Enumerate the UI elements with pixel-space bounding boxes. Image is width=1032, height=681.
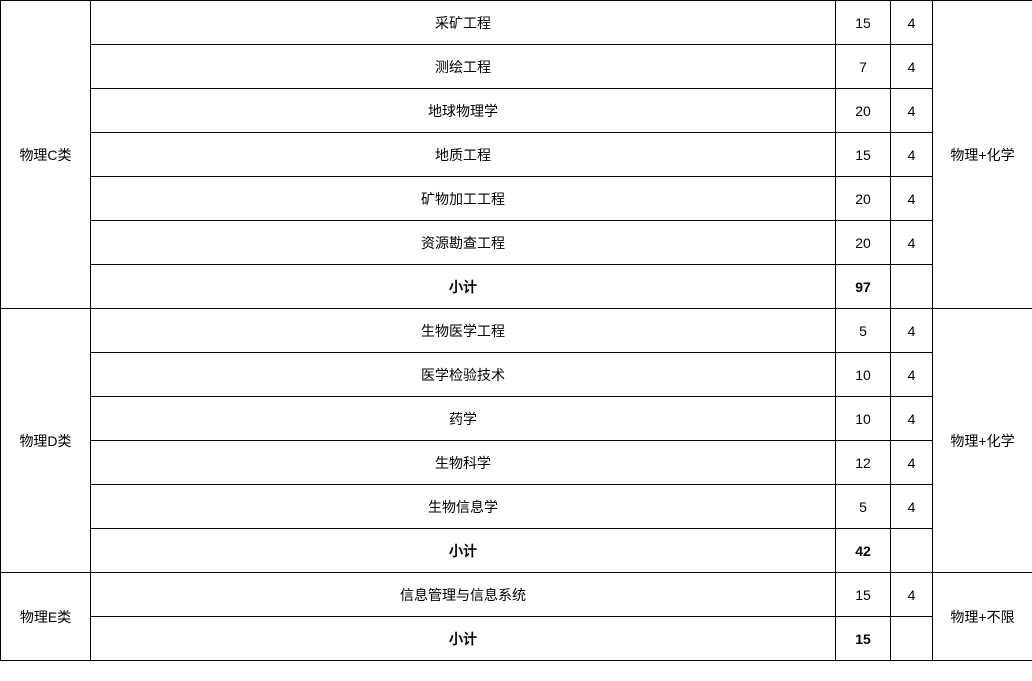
- subtotal-label-cell: 小计: [91, 265, 836, 309]
- category-cell: 物理E类: [1, 573, 91, 661]
- subtotal-label-cell: 小计: [91, 617, 836, 661]
- count-cell: 15: [836, 573, 891, 617]
- subtotal-empty-cell: [891, 265, 933, 309]
- duration-cell: 4: [891, 177, 933, 221]
- major-cell: 资源勘查工程: [91, 221, 836, 265]
- count-cell: 15: [836, 1, 891, 45]
- subtotal-row: 小计97: [1, 265, 1032, 309]
- table-row: 资源勘查工程204: [1, 221, 1032, 265]
- count-cell: 20: [836, 177, 891, 221]
- subtotal-count-cell: 15: [836, 617, 891, 661]
- major-cell: 信息管理与信息系统: [91, 573, 836, 617]
- major-cell: 测绘工程: [91, 45, 836, 89]
- subtotal-row: 小计42: [1, 529, 1032, 573]
- count-cell: 20: [836, 89, 891, 133]
- enrollment-table: 物理C类采矿工程154物理+化学测绘工程74地球物理学204地质工程154矿物加…: [0, 0, 1032, 661]
- major-cell: 地质工程: [91, 133, 836, 177]
- table-row: 物理E类信息管理与信息系统154物理+不限: [1, 573, 1032, 617]
- table-row: 测绘工程74: [1, 45, 1032, 89]
- duration-cell: 4: [891, 441, 933, 485]
- duration-cell: 4: [891, 353, 933, 397]
- duration-cell: 4: [891, 89, 933, 133]
- duration-cell: 4: [891, 45, 933, 89]
- requirement-cell: 物理+化学: [933, 309, 1032, 573]
- duration-cell: 4: [891, 573, 933, 617]
- count-cell: 15: [836, 133, 891, 177]
- table-row: 矿物加工工程204: [1, 177, 1032, 221]
- subtotal-empty-cell: [891, 529, 933, 573]
- major-cell: 医学检验技术: [91, 353, 836, 397]
- major-cell: 生物医学工程: [91, 309, 836, 353]
- requirement-cell: 物理+不限: [933, 573, 1032, 661]
- table-row: 地质工程154: [1, 133, 1032, 177]
- duration-cell: 4: [891, 397, 933, 441]
- count-cell: 10: [836, 397, 891, 441]
- subtotal-count-cell: 97: [836, 265, 891, 309]
- count-cell: 20: [836, 221, 891, 265]
- duration-cell: 4: [891, 485, 933, 529]
- subtotal-empty-cell: [891, 617, 933, 661]
- count-cell: 5: [836, 485, 891, 529]
- major-cell: 地球物理学: [91, 89, 836, 133]
- subtotal-row: 小计15: [1, 617, 1032, 661]
- table-row: 生物科学124: [1, 441, 1032, 485]
- count-cell: 10: [836, 353, 891, 397]
- table-row: 物理C类采矿工程154物理+化学: [1, 1, 1032, 45]
- count-cell: 12: [836, 441, 891, 485]
- count-cell: 7: [836, 45, 891, 89]
- table-row: 物理D类生物医学工程54物理+化学: [1, 309, 1032, 353]
- requirement-cell: 物理+化学: [933, 1, 1032, 309]
- table-row: 医学检验技术104: [1, 353, 1032, 397]
- major-cell: 采矿工程: [91, 1, 836, 45]
- duration-cell: 4: [891, 221, 933, 265]
- count-cell: 5: [836, 309, 891, 353]
- major-cell: 生物信息学: [91, 485, 836, 529]
- major-cell: 矿物加工工程: [91, 177, 836, 221]
- category-cell: 物理C类: [1, 1, 91, 309]
- duration-cell: 4: [891, 133, 933, 177]
- major-cell: 生物科学: [91, 441, 836, 485]
- table-row: 地球物理学204: [1, 89, 1032, 133]
- duration-cell: 4: [891, 309, 933, 353]
- category-cell: 物理D类: [1, 309, 91, 573]
- major-cell: 药学: [91, 397, 836, 441]
- table-row: 药学104: [1, 397, 1032, 441]
- subtotal-count-cell: 42: [836, 529, 891, 573]
- subtotal-label-cell: 小计: [91, 529, 836, 573]
- duration-cell: 4: [891, 1, 933, 45]
- table-row: 生物信息学54: [1, 485, 1032, 529]
